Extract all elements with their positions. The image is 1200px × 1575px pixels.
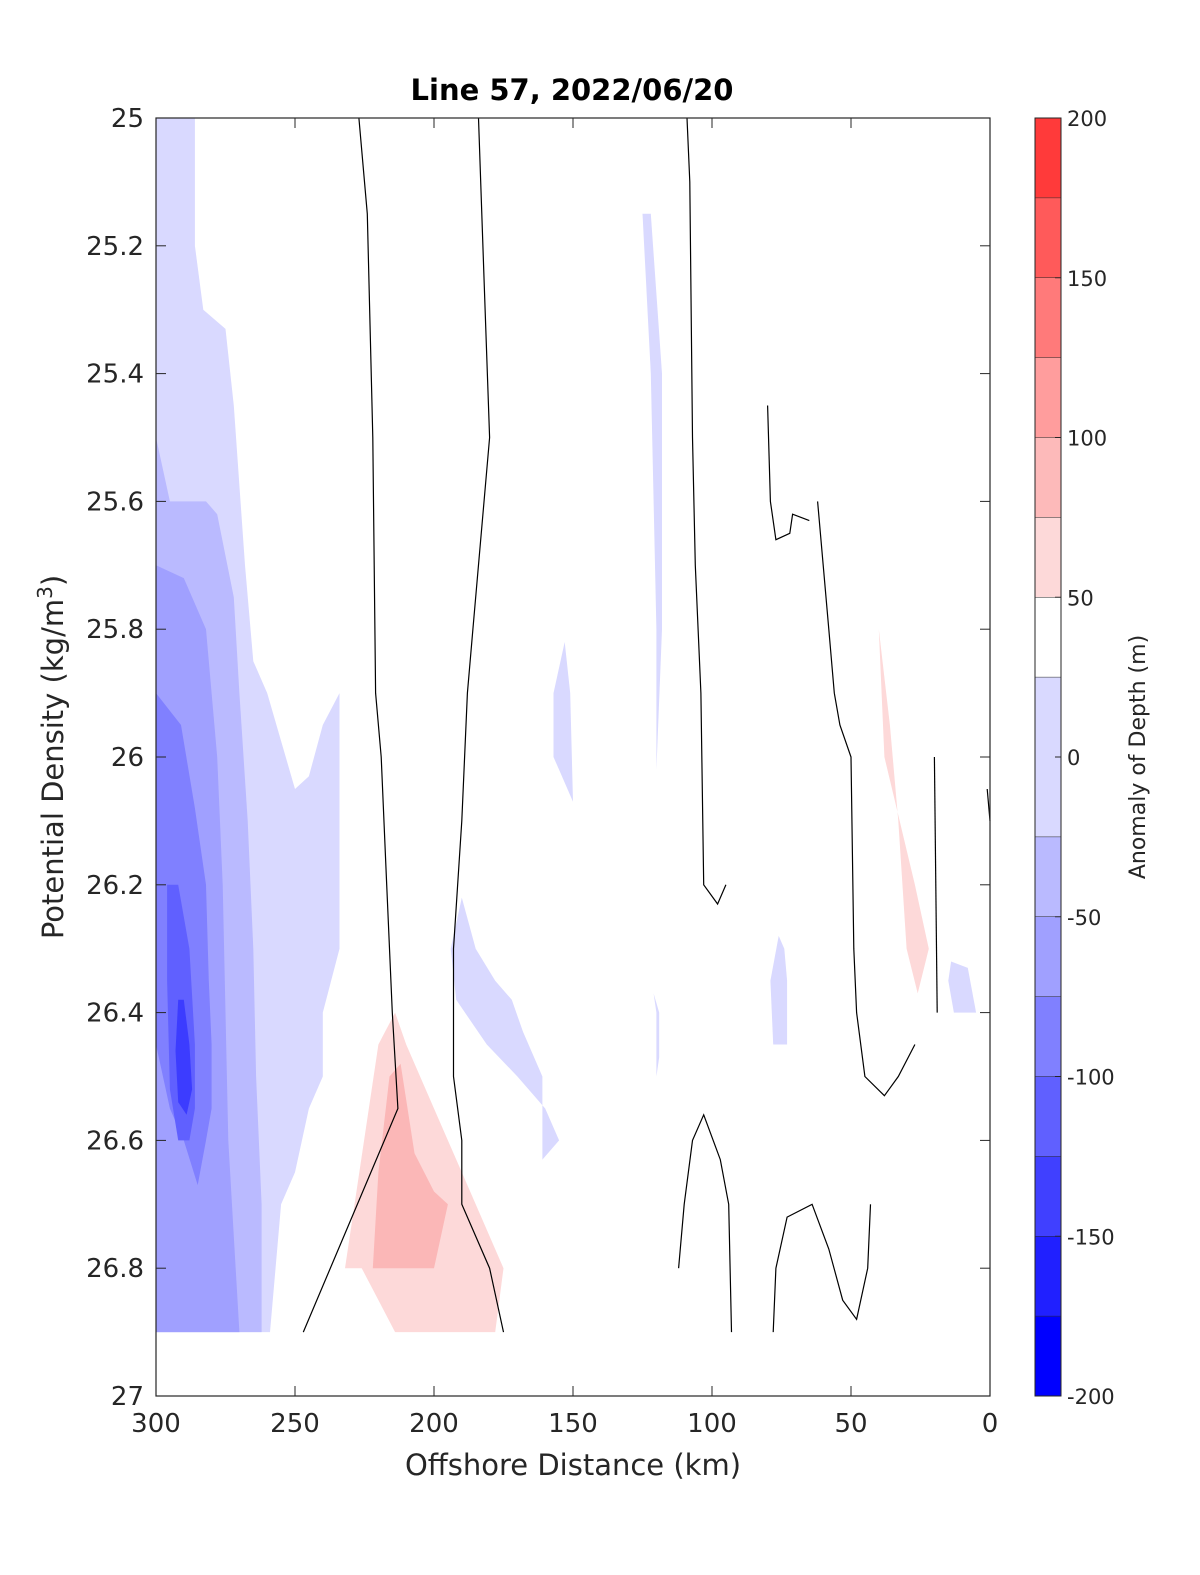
y-tick-label: 25.2 [86, 232, 144, 262]
colorbar: 200 150 100 50 0 -50 -100 -150 -200 Anomaly of D… [1034, 107, 1151, 1409]
colorbar-block [1035, 197, 1061, 278]
colorbar-tick-label: 150 [1067, 267, 1107, 291]
contour-line-1 [452, 117, 505, 1333]
plot-area: 300 250 200 150 100 50 0 2525.225.425.625.8262… [86, 104, 998, 1439]
x-tick-label: 50 [834, 1409, 867, 1439]
colorbar-ticks: 200 150 100 50 0 -50 -100 -150 -200 [1055, 107, 1115, 1409]
colorbar-block [1035, 357, 1061, 438]
y-tick-label: 25.6 [86, 487, 144, 517]
anomaly-region-14 [878, 629, 929, 994]
y-tick-label: 27 [111, 1382, 144, 1412]
y-axis-ticks: 25 25.2 25.4 25.6 25.8 26 26.2 26.4 26.6 26.8 27 [86, 104, 990, 1412]
colorbar-tick-label: -200 [1067, 1385, 1115, 1409]
x-tick-label: 150 [548, 1409, 598, 1439]
chart-title: Line 57, 2022/06/20 [411, 73, 734, 107]
anomaly-regions [156, 118, 977, 1333]
colorbar-tick-label: 200 [1067, 107, 1107, 131]
colorbar-block [1035, 1076, 1061, 1157]
colorbar-tick-label: 0 [1067, 746, 1080, 770]
zero-contour-lines [302, 117, 991, 1333]
colorbar-tick-label: 100 [1067, 427, 1107, 451]
contour-line-4 [817, 501, 916, 1097]
colorbar-block [1035, 437, 1061, 518]
y-tick-label: 26.6 [86, 1126, 144, 1156]
colorbar-block [1035, 996, 1061, 1077]
anomaly-region-5 [175, 999, 193, 1115]
colorbar-block [1035, 836, 1061, 917]
colorbar-block [1035, 277, 1061, 358]
anomaly-region-10 [653, 993, 660, 1077]
colorbar-block [1035, 118, 1061, 198]
x-tick-label: 250 [270, 1409, 320, 1439]
y-tick-label: 26.2 [86, 871, 144, 901]
colorbar-block [1035, 916, 1061, 997]
colorbar-tick-label: -100 [1067, 1066, 1115, 1090]
colorbar-blocks [1035, 118, 1061, 1396]
colorbar-tick-label: -150 [1067, 1225, 1115, 1249]
contour-line-5 [933, 756, 938, 1013]
contour-line-0 [302, 117, 399, 1333]
y-tick-label: 26 [111, 743, 144, 773]
y-tick-label: 25 [111, 104, 144, 134]
x-tick-label: 300 [131, 1409, 181, 1439]
contour-line-2 [686, 117, 727, 906]
x-tick-label: 0 [982, 1409, 999, 1439]
anomaly-region-11 [948, 961, 977, 1013]
anomaly-region-7 [553, 642, 573, 802]
y-tick-label: 25.4 [86, 360, 144, 390]
colorbar-block [1035, 517, 1061, 598]
contour-line-3 [767, 405, 810, 541]
colorbar-block [1035, 1156, 1061, 1237]
anomaly-region-8 [450, 897, 560, 1160]
anomaly-region-9 [770, 935, 788, 1045]
y-tick-label: 26.4 [86, 999, 144, 1029]
y-tick-label: 26.8 [86, 1254, 144, 1284]
colorbar-block [1035, 1236, 1061, 1317]
x-tick-label: 100 [687, 1409, 737, 1439]
contour-line-7 [678, 1113, 733, 1333]
x-tick-label: 200 [409, 1409, 459, 1439]
colorbar-tick-label: 50 [1067, 586, 1094, 610]
anomaly-region-6 [642, 213, 662, 770]
colorbar-label: Anomaly of Depth (m) [1126, 635, 1151, 879]
x-axis-ticks: 300 250 200 150 100 50 0 [131, 118, 998, 1439]
anomaly-region-13 [372, 1063, 448, 1269]
colorbar-block [1035, 597, 1061, 678]
y-tick-label: 25.8 [86, 615, 144, 645]
y-axis-label: Potential Density (kg/m3) [33, 575, 70, 939]
colorbar-tick-label: -50 [1067, 906, 1101, 930]
contour-line-8 [772, 1203, 872, 1333]
colorbar-block [1035, 1316, 1061, 1396]
x-axis-label: Offshore Distance (km) [405, 1448, 741, 1482]
